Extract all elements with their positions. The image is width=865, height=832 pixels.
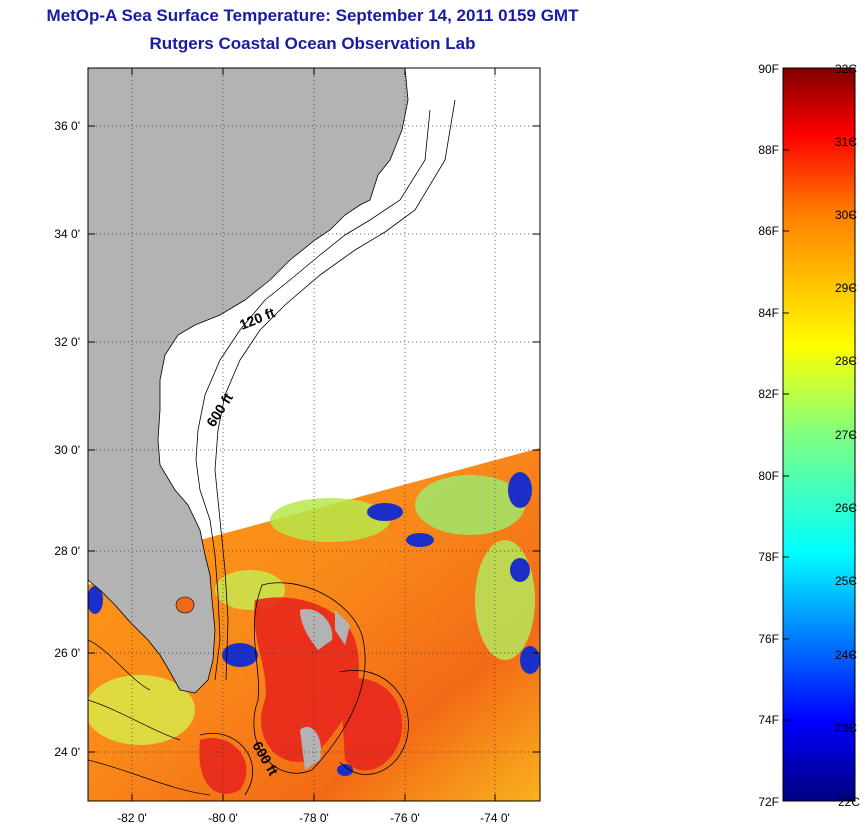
colorbar-c-label: 23C <box>835 721 857 735</box>
lon-label: -80 0' <box>208 811 238 825</box>
lat-label: 28 0' <box>54 544 80 558</box>
colorbar-f-label: 76F <box>758 632 779 646</box>
colorbar-c-label: 22C <box>838 795 860 809</box>
lon-label: -74 0' <box>480 811 510 825</box>
map-subtitle: Rutgers Coastal Ocean Observation Lab <box>149 34 476 53</box>
colorbar-c-label: 30C <box>835 208 857 222</box>
lat-label: 24 0' <box>54 745 80 759</box>
colorbar-f-label: 74F <box>758 713 779 727</box>
lat-label: 32 0' <box>54 335 80 349</box>
contour-600ft <box>214 99 456 681</box>
colorbar-c-label: 27C <box>835 428 857 442</box>
lat-label: 30 0' <box>54 443 80 457</box>
lon-label: -76 0' <box>390 811 420 825</box>
colorbar-c-label: 29C <box>835 281 857 295</box>
colorbar-c-label: 25C <box>835 574 857 588</box>
lake-okeechobee <box>175 596 195 614</box>
contour-120ft <box>195 109 431 681</box>
colorbar-f-label: 80F <box>758 469 779 483</box>
map-gridlines <box>88 68 540 801</box>
colorbar-c-label: 31C <box>835 135 857 149</box>
lat-label: 34 0' <box>54 227 80 241</box>
colorbar-c-label: 26C <box>835 501 857 515</box>
sst-warm-patches <box>199 597 402 794</box>
colorbar-f-label: 88F <box>758 143 779 157</box>
colorbar-f-label: 90F <box>758 62 779 76</box>
lon-label: -82 0' <box>117 811 147 825</box>
colorbar-f-label: 84F <box>758 306 779 320</box>
colorbar-f-label: 82F <box>758 387 779 401</box>
sst-cool-patches <box>88 475 535 745</box>
contour-bahamas <box>253 582 366 774</box>
lon-label: -78 0' <box>299 811 329 825</box>
lat-label: 36 0' <box>54 119 80 133</box>
colorbar-c-label: 28C <box>835 354 857 368</box>
contour-bahamas-2 <box>199 670 409 796</box>
axis-ticks <box>88 68 540 801</box>
colorbar-c-label: 24C <box>835 648 857 662</box>
map-title: MetOp-A Sea Surface Temperature: Septemb… <box>46 6 579 25</box>
colorbar-f-label: 72F <box>758 795 779 809</box>
colorbar-f-label: 86F <box>758 224 779 238</box>
colorbar-c-label: 32C <box>835 62 857 76</box>
contour-gulf <box>88 639 211 796</box>
sst-cold-patches <box>88 472 540 776</box>
colorbar-ticks <box>783 140 855 729</box>
land-us-coast <box>88 68 409 694</box>
colorbar <box>782 67 856 802</box>
bahamas-islands <box>300 609 350 770</box>
colorbar-f-label: 78F <box>758 550 779 564</box>
lat-label: 26 0' <box>54 646 80 660</box>
